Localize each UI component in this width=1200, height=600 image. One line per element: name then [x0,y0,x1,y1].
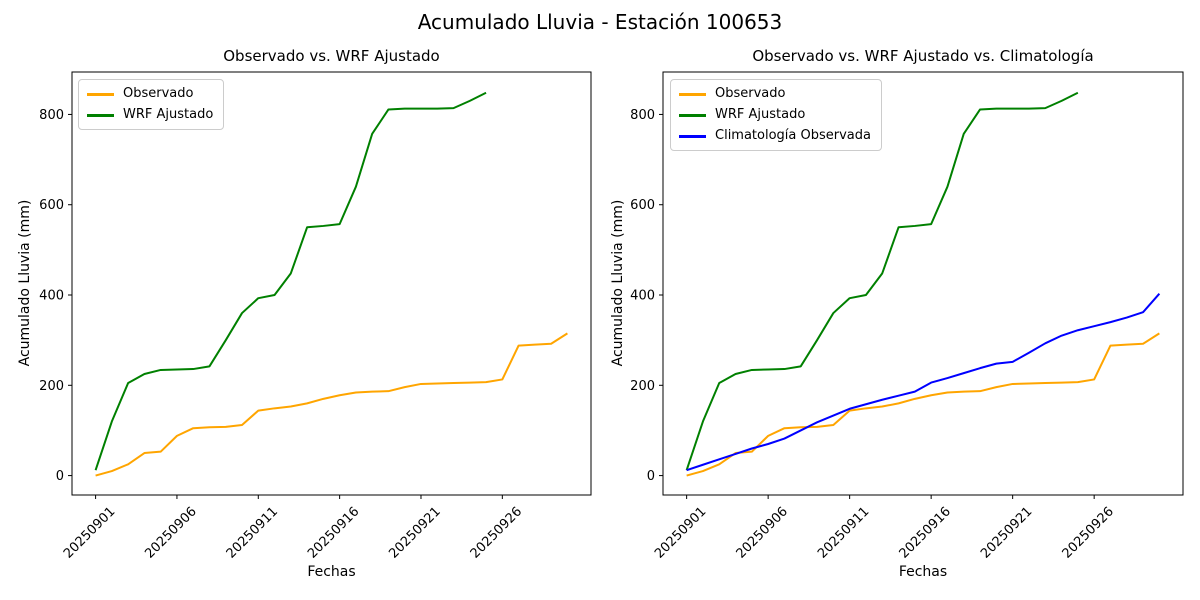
y-tick-label: 0 [647,469,655,484]
figure-title: Acumulado Lluvia - Estación 100653 [417,10,783,34]
x-tick-label: 20250911 [815,504,872,561]
legend-label: WRF Ajustado [715,107,806,122]
x-tick-label: 20250901 [61,504,118,561]
legend-item-wrf-ajustado: WRF Ajustado [679,107,871,123]
subplot-left-axes-frame [71,71,592,496]
wrf-ajustado-line [94,91,487,471]
subplot-right-axes-frame [662,71,1184,496]
y-tick-label: 200 [39,379,64,394]
x-tick-label: 20250926 [468,504,525,561]
x-tick-label: 20250911 [224,504,281,561]
x-tick-label: 20250916 [897,504,954,561]
subplot-right-x-axis-label: Fechas [898,564,948,580]
x-tick-label: 20250901 [652,504,709,561]
legend-label: Climatología Observada [715,128,871,143]
x-tick-label: 20250921 [386,504,443,561]
y-tick-label: 600 [39,198,64,213]
x-tick-label: 20250921 [978,504,1035,561]
y-tick-label: 800 [39,108,64,123]
legend-item-observado: Observado [679,86,871,102]
subplot-left-plot-area: 20250901 20250906 20250911 20250916 20250921… [39,71,592,562]
legend-swatch-wrf-ajustado [679,113,706,117]
legend-swatch-observado [87,92,114,96]
y-tick-label: 400 [39,289,64,304]
observado-line [95,332,568,477]
x-tick-label: 20250926 [1060,504,1117,561]
legend-swatch-wrf-ajustado [87,113,114,117]
subplot-left-legend: Observado WRF Ajustado [78,79,225,130]
x-tick-label: 20250906 [734,504,791,561]
subplot-left-title: Observado vs. WRF Ajustado [223,47,440,65]
legend-item-wrf-ajustado: WRF Ajustado [87,107,213,123]
climatologia-observada-line [686,292,1161,472]
y-tick-label: 200 [630,379,655,394]
x-tick-label: 20250906 [142,504,199,561]
subplot-right-title: Observado vs. WRF Ajustado vs. Climatolo… [752,47,1094,65]
legend-label: WRF Ajustado [123,107,214,122]
legend-item-climatologia-observada: Climatología Observada [679,128,871,144]
y-tick-label: 400 [630,289,655,304]
observado-line [686,332,1160,477]
legend-label: Observado [123,86,194,101]
x-tick-label: 20250916 [305,504,362,561]
legend-swatch-observado [679,92,706,96]
legend-label: Observado [715,86,786,101]
subplot-left-x-axis-label: Fechas [307,564,356,580]
legend-swatch-climatologia-observada [679,134,706,138]
y-tick-label: 0 [56,469,64,484]
legend-item-observado: Observado [87,86,213,102]
y-tick-label: 600 [630,198,655,213]
y-tick-label: 800 [630,108,655,123]
subplot-right-legend: Observado WRF Ajustado Climatología Observ… [670,79,882,151]
wrf-ajustado-line [685,91,1079,471]
